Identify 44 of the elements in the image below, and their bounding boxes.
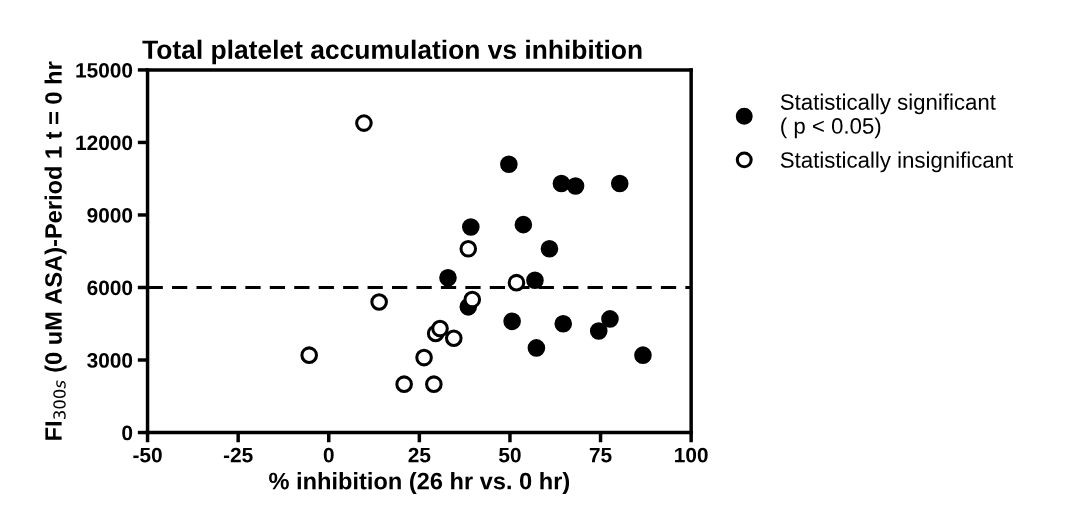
point [589,322,608,340]
point [601,310,619,328]
y-tick-label: 12000 [76,135,133,151]
x-tick-label: -25 [223,447,253,463]
point [462,218,480,236]
point [507,273,526,292]
point [444,329,463,348]
point [431,319,449,338]
point [395,375,413,393]
point [300,346,318,364]
point [463,290,482,309]
point [370,293,388,311]
point [503,312,521,331]
point [540,240,559,258]
point [439,269,457,287]
point [514,215,533,234]
x-tick-label: 100 [675,447,708,463]
y-tick-label: 3000 [87,353,133,368]
point [526,271,544,290]
point [425,375,443,393]
point [415,348,433,367]
point [634,346,652,364]
legend-label: Statistically significant ( p < 0.05) [780,93,996,139]
x-tick-label: -50 [133,447,162,463]
point [459,240,478,258]
point [610,174,629,193]
y-tick-label: 9000 [87,207,133,223]
chart-title: Total platelet accumulation vs inhibition [142,39,642,65]
point [566,177,585,195]
y-tick-label: 0 [122,425,133,441]
x-tick-label: 0 [323,447,334,463]
x-axis-title: % inhibition (26 hr vs. 0 hr) [269,472,570,495]
point [500,155,518,174]
x-tick-label: 25 [408,447,431,463]
point [552,174,571,193]
x-tick-label: 75 [589,447,612,463]
point [527,339,546,357]
point [554,314,573,333]
y-tick-label: 15000 [76,62,133,78]
point [355,114,373,132]
x-tick-label: 50 [499,447,521,463]
y-axis-title: FI$_{300s}$ (0 uM ASA)-Period 1 t = 0 hr [44,61,67,440]
legend-label: Statistically insignificant [780,151,1014,173]
y-tick-label: 6000 [87,280,133,296]
